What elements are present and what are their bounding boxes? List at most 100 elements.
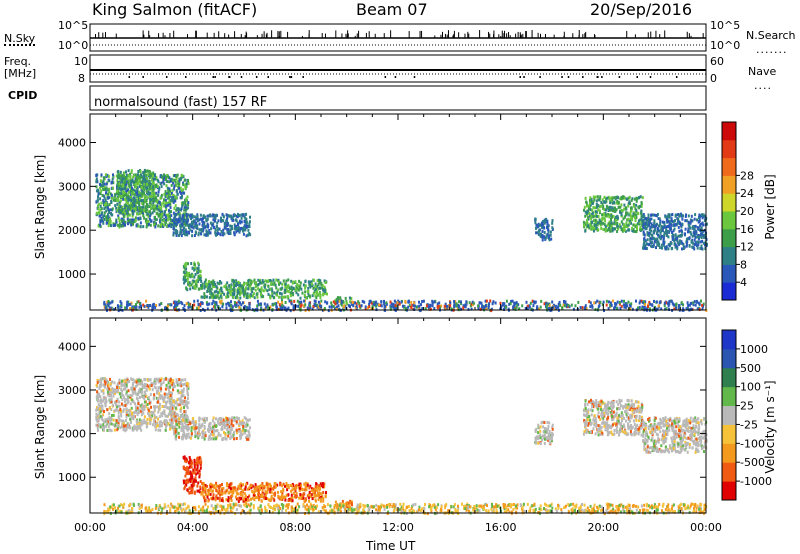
data-cell (144, 198, 147, 202)
data-cell (122, 208, 124, 212)
data-cell (134, 305, 137, 309)
data-cell (152, 184, 155, 188)
data-cell (488, 302, 491, 306)
data-cell (178, 179, 181, 183)
data-cell (608, 215, 611, 219)
data-cell (128, 213, 131, 217)
data-cell (107, 208, 110, 212)
data-cell (95, 415, 98, 419)
data-cell (620, 299, 623, 303)
nave-dot (142, 76, 144, 78)
data-cell (383, 302, 386, 306)
data-cell (159, 225, 162, 228)
data-cell (588, 214, 591, 218)
data-cell (168, 176, 171, 180)
data-cell (103, 420, 106, 424)
data-cell (104, 401, 107, 405)
data-cell (153, 194, 156, 198)
data-cell (219, 294, 222, 298)
data-cell (622, 227, 625, 230)
data-cell (230, 286, 233, 290)
data-cell (128, 218, 131, 222)
data-cell (653, 299, 655, 303)
data-cell (115, 390, 118, 394)
data-cell (235, 301, 238, 305)
data-cell (172, 200, 175, 204)
data-cell (164, 405, 167, 409)
data-cell (616, 199, 619, 203)
data-cell (628, 221, 631, 225)
data-cell (605, 303, 608, 307)
data-cell (270, 287, 273, 291)
data-cell (122, 379, 125, 383)
data-cell (136, 198, 138, 202)
nave-tick-low: 0 (710, 72, 717, 85)
data-cell (693, 238, 696, 242)
data-cell (593, 301, 596, 305)
data-cell (177, 413, 180, 417)
data-cell (179, 229, 182, 233)
data-cell (146, 403, 149, 406)
data-cell (642, 213, 645, 216)
data-cell (120, 393, 123, 397)
data-cell (133, 200, 136, 204)
data-cell (324, 290, 327, 293)
nave-dot (165, 76, 168, 78)
data-cell (400, 300, 403, 304)
data-cell (162, 180, 165, 184)
colorbar-tick-label: 16 (740, 223, 754, 236)
data-cell (108, 196, 111, 199)
data-cell (287, 306, 290, 310)
data-cell (487, 304, 490, 308)
data-cell (645, 219, 648, 223)
data-cell (129, 302, 132, 306)
data-cell (375, 304, 378, 308)
data-cell (187, 179, 190, 183)
data-cell (157, 410, 160, 414)
data-cell (180, 234, 183, 238)
data-cell (619, 225, 622, 229)
data-cell (156, 199, 159, 203)
data-cell (133, 209, 136, 213)
data-cell (627, 196, 630, 200)
data-cell (119, 170, 122, 174)
data-cell (702, 241, 705, 245)
data-cell (121, 398, 124, 401)
data-cell (548, 234, 551, 238)
data-cell (389, 307, 392, 311)
data-cell (105, 215, 108, 219)
data-cell (597, 307, 600, 311)
data-cell (639, 218, 642, 222)
data-cell (147, 187, 150, 191)
data-cell (142, 174, 145, 178)
data-cell (172, 223, 175, 227)
y-tick-label: 3000 (58, 180, 86, 193)
data-cell (159, 428, 162, 432)
data-cell (137, 224, 140, 228)
data-cell (254, 288, 257, 292)
data-cell (186, 233, 189, 237)
data-cell (659, 300, 662, 304)
data-cell (165, 217, 168, 221)
data-cell (200, 280, 203, 283)
data-cell (358, 301, 361, 305)
data-cell (328, 305, 331, 309)
data-cell (589, 301, 592, 305)
data-cell (685, 307, 688, 311)
data-cell (693, 217, 696, 221)
data-cell (157, 380, 160, 384)
data-cell (132, 218, 134, 222)
data-cell (137, 300, 140, 304)
data-cell (166, 304, 169, 308)
data-cell (164, 178, 167, 181)
cpid-label: CPID (8, 89, 38, 102)
data-cell (222, 219, 225, 223)
data-cell (152, 174, 154, 178)
data-cell (153, 418, 156, 422)
data-cell (118, 224, 121, 227)
data-cell (598, 219, 601, 223)
data-cell (185, 182, 188, 186)
data-cell (603, 216, 606, 220)
data-cell (651, 237, 654, 241)
data-cell (131, 398, 134, 402)
